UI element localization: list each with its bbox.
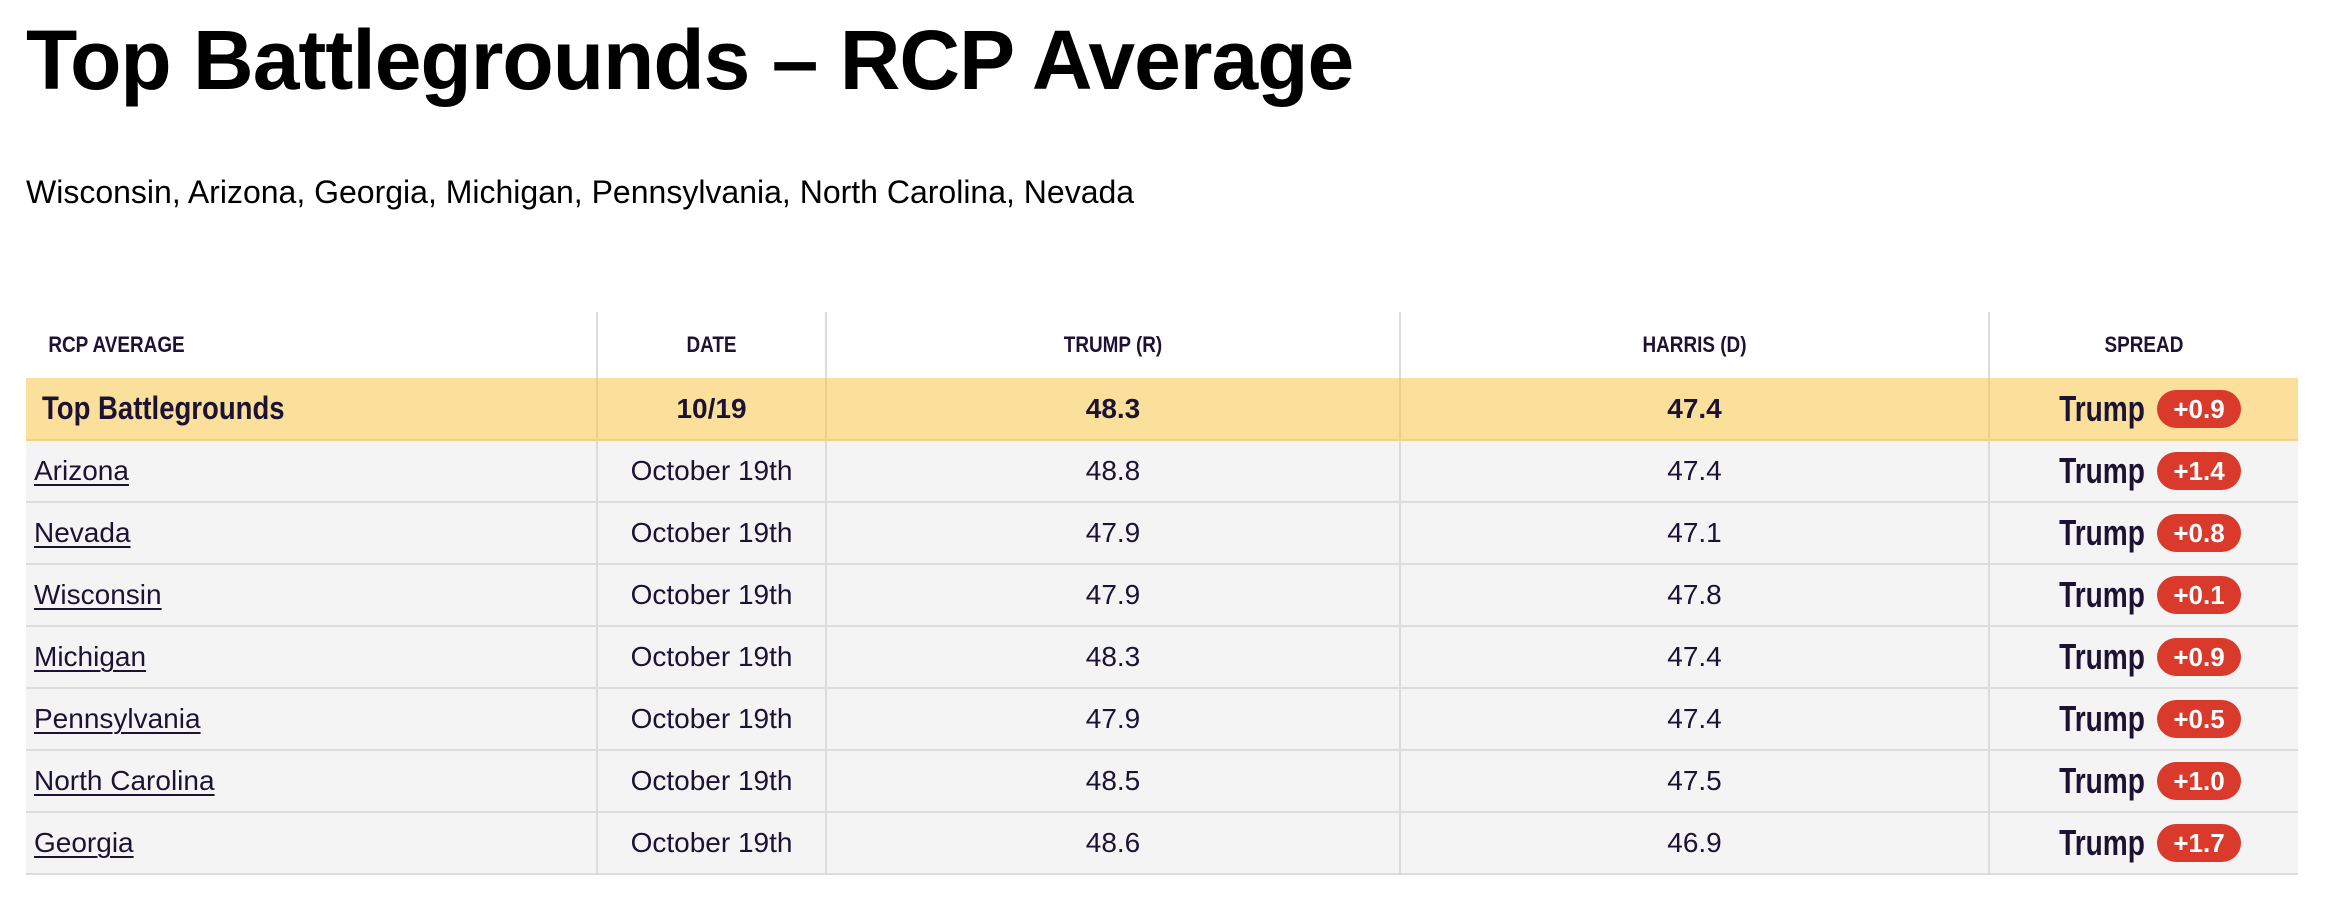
spread-badge: +1.7 xyxy=(2157,824,2241,862)
spread-cell: Trump +0.5 xyxy=(1988,688,2298,751)
page-subtitle: Wisconsin, Arizona, Georgia, Michigan, P… xyxy=(26,174,1135,210)
header-date: DATE xyxy=(612,312,810,378)
harris-cell: 47.4 xyxy=(1399,440,1989,503)
table-row: Wisconsin October 19th 47.9 47.8 Trump +0… xyxy=(26,564,2298,627)
page-title: Top Battlegrounds – RCP Average xyxy=(26,13,1354,107)
spread-cell: Trump +1.7 xyxy=(1988,812,2298,875)
table-row: North Carolina October 19th 48.5 47.5 Tr… xyxy=(26,750,2298,813)
state-cell: North Carolina xyxy=(26,750,597,813)
spread-cell: Trump +1.0 xyxy=(1988,750,2298,813)
spread-cell: Trump +0.9 xyxy=(1988,626,2298,689)
spread-leader: Trump xyxy=(2059,636,2146,677)
trump-cell: 47.9 xyxy=(825,502,1400,565)
average-row: Top Battlegrounds 10/19 48.3 47.4 Trump … xyxy=(26,378,2298,441)
date-cell: October 19th xyxy=(596,750,826,813)
spread-leader: Trump xyxy=(2059,698,2146,739)
state-cell: Michigan xyxy=(26,626,597,689)
trump-cell: 47.9 xyxy=(825,688,1400,751)
state-link[interactable]: Arizona xyxy=(34,455,129,486)
state-link[interactable]: Georgia xyxy=(34,827,134,858)
spread-cell: Trump +0.1 xyxy=(1988,564,2298,627)
average-trump: 48.3 xyxy=(825,378,1400,441)
harris-cell: 47.4 xyxy=(1399,688,1989,751)
header-harris: HARRIS (D) xyxy=(1440,312,1948,378)
trump-cell: 48.5 xyxy=(825,750,1400,813)
trump-cell: 47.9 xyxy=(825,564,1400,627)
state-cell: Georgia xyxy=(26,812,597,875)
spread-cell: Trump +0.8 xyxy=(1988,502,2298,565)
state-link[interactable]: Michigan xyxy=(34,641,147,672)
date-cell: October 19th xyxy=(596,812,826,875)
spread-badge: +0.1 xyxy=(2157,576,2241,614)
harris-cell: 47.1 xyxy=(1399,502,1989,565)
state-cell: Arizona xyxy=(26,440,597,503)
average-harris: 47.4 xyxy=(1399,378,1989,441)
header-rcp-average: RCP AVERAGE xyxy=(48,332,185,357)
state-link[interactable]: Nevada xyxy=(34,517,131,548)
table-row: Pennsylvania October 19th 47.9 47.4 Trum… xyxy=(26,688,2298,751)
date-cell: October 19th xyxy=(596,626,826,689)
rcp-average-table: RCP AVERAGE DATE TRUMP (R) HARRIS (D) SP… xyxy=(26,312,2298,875)
table-row: Michigan October 19th 48.3 47.4 Trump +0.… xyxy=(26,626,2298,689)
spread-leader: Trump xyxy=(2059,512,2146,553)
spread-badge: +0.8 xyxy=(2157,514,2241,552)
date-cell: October 19th xyxy=(596,502,826,565)
state-cell: Wisconsin xyxy=(26,564,597,627)
table-row: Nevada October 19th 47.9 47.1 Trump +0.8 xyxy=(26,502,2298,565)
trump-cell: 48.8 xyxy=(825,440,1400,503)
header-trump: TRUMP (R) xyxy=(865,312,1360,378)
header-spread: SPREAD xyxy=(2009,312,2277,378)
spread-badge: +1.4 xyxy=(2157,452,2241,490)
trump-cell: 48.6 xyxy=(825,812,1400,875)
date-cell: October 19th xyxy=(596,688,826,751)
state-link[interactable]: Pennsylvania xyxy=(34,703,201,734)
table-row: Arizona October 19th 48.8 47.4 Trump +1.4 xyxy=(26,440,2298,503)
spread-leader: Trump xyxy=(2059,450,2146,491)
state-link[interactable]: North Carolina xyxy=(34,765,215,796)
average-spread: Trump +0.9 xyxy=(1988,378,2298,441)
table-header-row: RCP AVERAGE DATE TRUMP (R) HARRIS (D) SP… xyxy=(26,312,2298,378)
spread-leader: Trump xyxy=(2059,822,2146,863)
state-cell: Nevada xyxy=(26,502,597,565)
harris-cell: 47.4 xyxy=(1399,626,1989,689)
date-cell: October 19th xyxy=(596,440,826,503)
harris-cell: 46.9 xyxy=(1399,812,1989,875)
state-link[interactable]: Wisconsin xyxy=(34,579,162,610)
spread-badge: +0.9 xyxy=(2157,638,2241,676)
table-row: Georgia October 19th 48.6 46.9 Trump +1.7 xyxy=(26,812,2298,875)
average-label: Top Battlegrounds xyxy=(42,390,285,426)
spread-leader: Trump xyxy=(2059,574,2146,615)
average-date: 10/19 xyxy=(596,378,826,441)
state-cell: Pennsylvania xyxy=(26,688,597,751)
harris-cell: 47.5 xyxy=(1399,750,1989,813)
spread-leader: Trump xyxy=(2059,760,2146,801)
average-label-cell: Top Battlegrounds xyxy=(26,378,597,441)
spread-badge: +0.5 xyxy=(2157,700,2241,738)
date-cell: October 19th xyxy=(596,564,826,627)
harris-cell: 47.8 xyxy=(1399,564,1989,627)
spread-cell: Trump +1.4 xyxy=(1988,440,2298,503)
spread-leader: Trump xyxy=(2059,387,2146,429)
spread-badge: +0.9 xyxy=(2157,389,2241,428)
trump-cell: 48.3 xyxy=(825,626,1400,689)
spread-badge: +1.0 xyxy=(2157,762,2241,800)
